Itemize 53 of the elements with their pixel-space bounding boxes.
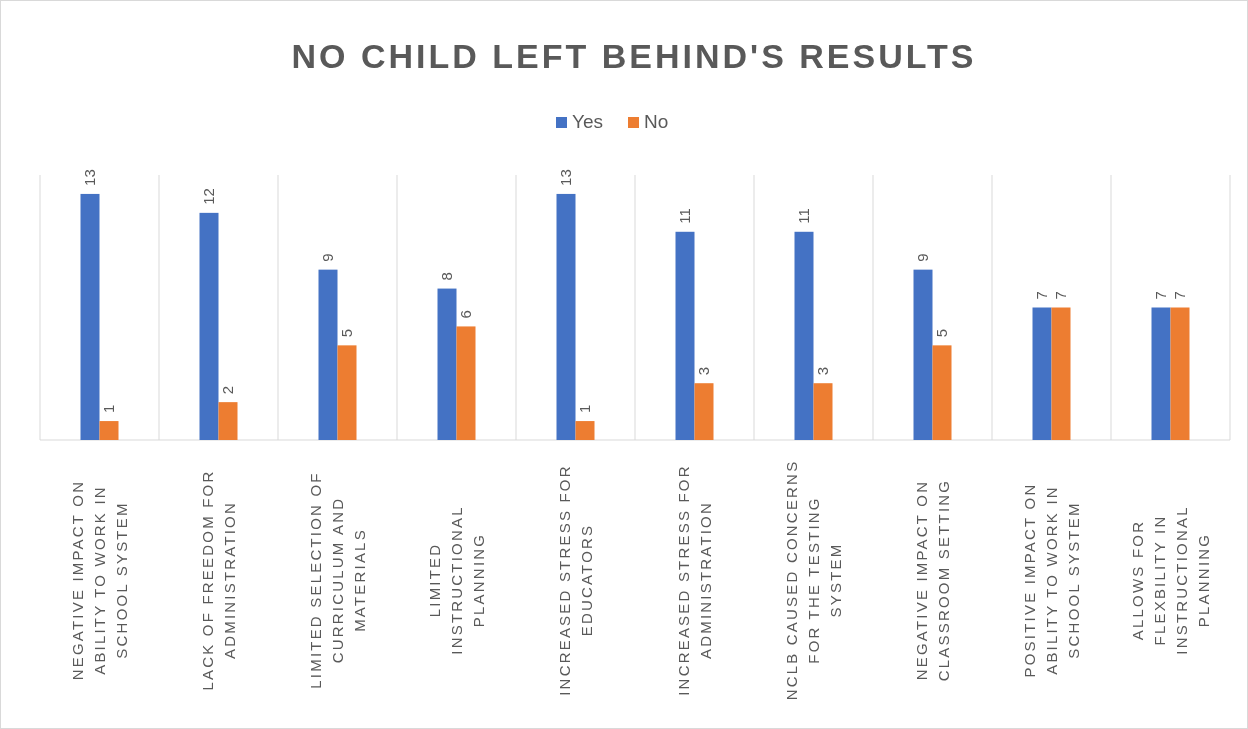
data-label: 3 — [695, 366, 712, 376]
bar — [199, 212, 219, 440]
x-tick-label: NCLB CAUSED CONCERNS FOR THE TESTING SYSTEM — [782, 459, 844, 701]
bar — [913, 269, 933, 440]
bar — [99, 421, 119, 440]
data-label: 9 — [914, 253, 931, 262]
bar — [1170, 307, 1190, 440]
data-label: 5 — [338, 329, 355, 338]
x-tick-label: LACK OF FREEDOM FOR ADMINISTRATION — [198, 469, 238, 691]
x-tick-label: LIMITED SELECTION OF CURRICULUM AND MATERIALS — [306, 471, 368, 689]
legend-label: Yes — [572, 111, 603, 132]
data-label: 8 — [438, 272, 455, 281]
data-label: 11 — [795, 208, 812, 224]
data-label: 1 — [576, 404, 593, 414]
bar — [1151, 307, 1171, 440]
data-label: 7 — [1152, 291, 1169, 300]
data-label: 6 — [457, 310, 474, 319]
bar — [1051, 307, 1071, 440]
data-label: 7 — [1052, 291, 1069, 300]
data-label: 5 — [933, 329, 950, 338]
chart-title: NO CHILD LEFT BEHIND'S RESULTS — [291, 37, 977, 75]
bar — [575, 421, 595, 440]
data-label: 7 — [1171, 291, 1188, 300]
bar — [1032, 307, 1052, 440]
data-label: 12 — [200, 188, 217, 205]
bar — [556, 193, 576, 440]
x-tick-label: LIMITED INSTRUCTIONAL PLANNING — [425, 505, 487, 655]
bar — [794, 231, 814, 440]
data-label: 13 — [81, 169, 98, 186]
x-tick-label: INCREASED STRESS FOR ADMINISTRATION — [674, 464, 714, 696]
x-tick-label: NEGATIVE IMPACT ON CLASSROOM SETTING — [912, 478, 952, 682]
data-label: 13 — [557, 169, 574, 186]
bar — [813, 383, 833, 440]
bar — [932, 345, 952, 440]
legend-label: No — [644, 111, 669, 132]
bar — [318, 269, 338, 440]
data-label: 11 — [676, 208, 693, 224]
data-label: 9 — [319, 253, 336, 262]
x-tick-label: INCREASED STRESS FOR EDUCATORS — [555, 464, 595, 696]
bar — [437, 288, 457, 440]
bar — [694, 383, 714, 440]
bar — [675, 231, 695, 440]
data-label: 1 — [100, 404, 117, 414]
bar — [456, 326, 476, 440]
data-label: 7 — [1033, 291, 1050, 300]
x-tick-label: NEGATIVE IMPACT ON ABILITY TO WORK IN SCHOOL SYSTEM — [68, 479, 130, 681]
bar — [218, 402, 238, 440]
bar — [80, 193, 100, 440]
x-tick-label: ALLOWS FOR FLEXBILITY IN INSTRUCTIONAL PLANNING — [1128, 505, 1212, 655]
x-tick-label: POSITIVE IMPACT ON ABILITY TO WORK IN SCHOOL SYSTEM — [1020, 482, 1082, 678]
data-label: 3 — [814, 366, 831, 376]
bar — [337, 345, 357, 440]
data-label: 2 — [219, 385, 236, 395]
